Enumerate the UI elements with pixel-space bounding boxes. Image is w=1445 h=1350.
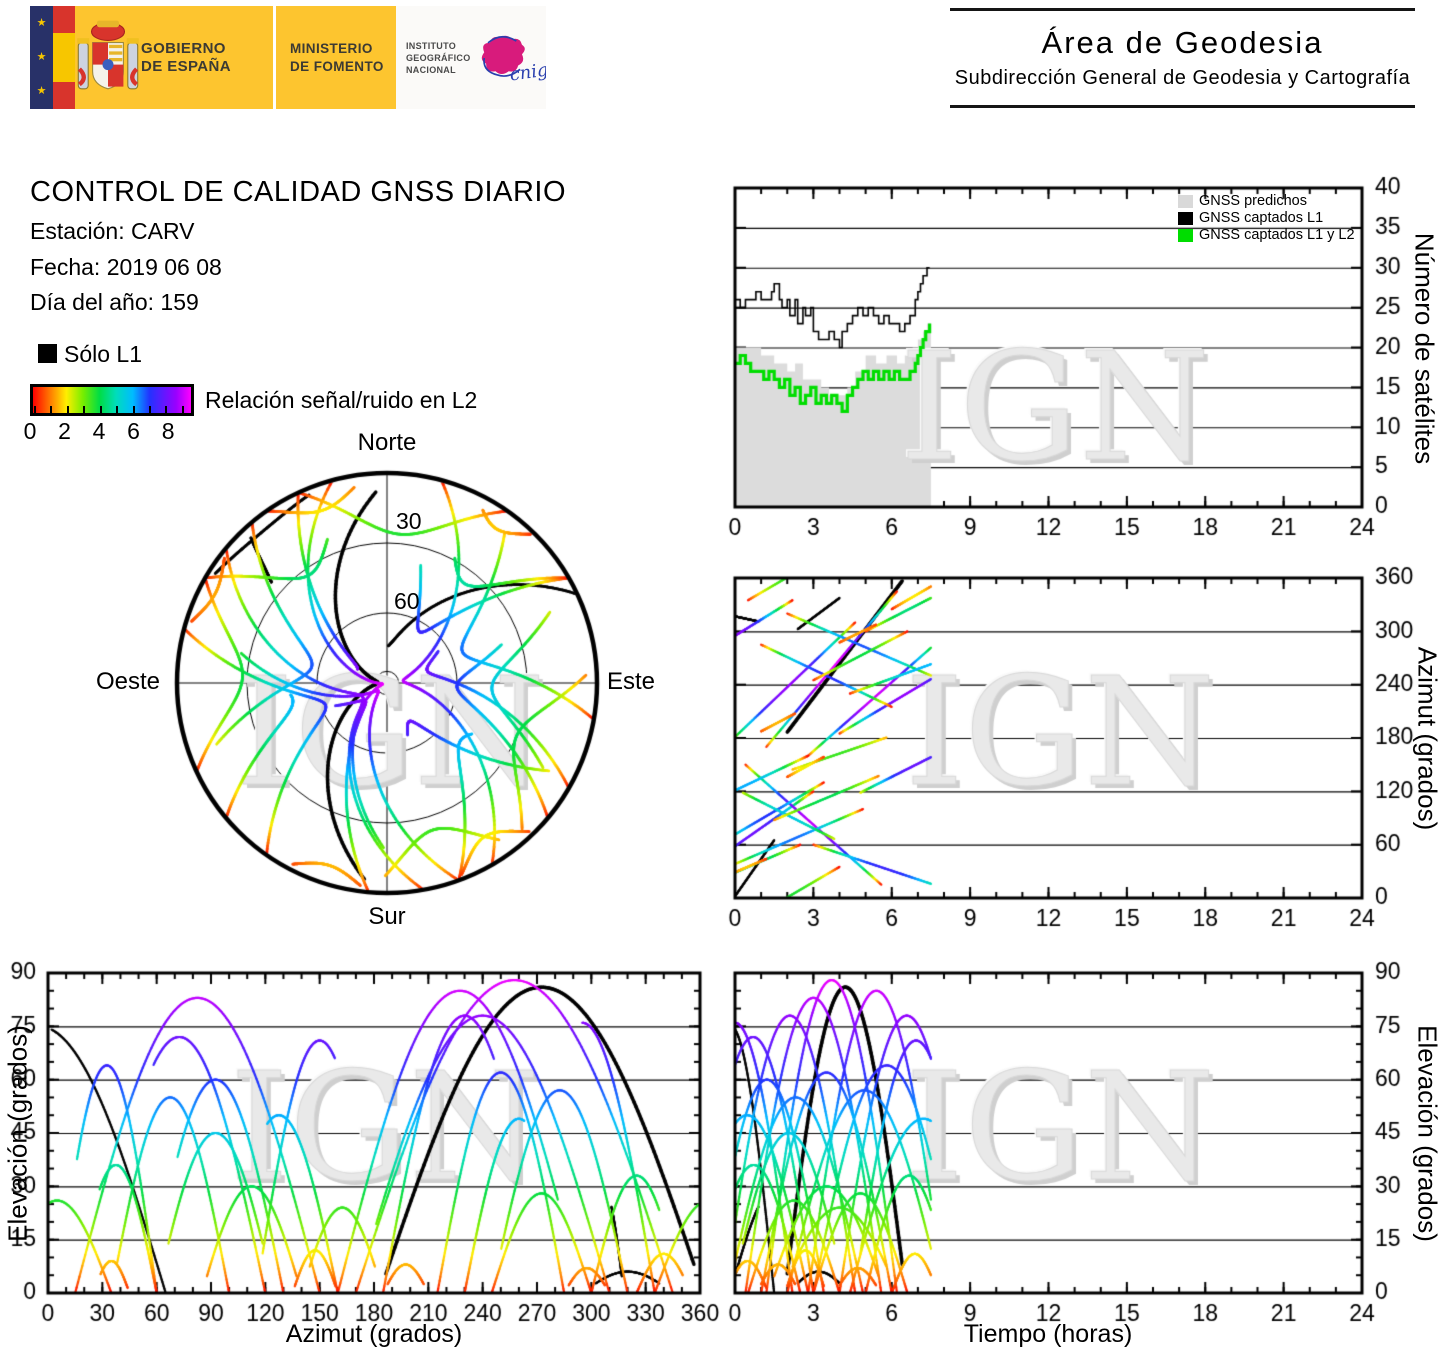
area-title: Área de Geodesia (1041, 25, 1324, 60)
legend-row: GNSS predichos (1178, 193, 1355, 209)
elevation-azimuth-x-axis-title: Azimut (grados) (285, 1320, 463, 1348)
skyplot-north-label: Norte (357, 429, 417, 456)
elevation-azimuth-y-axis-title: Elevación (grados) (2, 1025, 33, 1242)
snr-colorbar-tick (66, 406, 69, 413)
legend-label: GNSS captados L1 y L2 (1199, 227, 1355, 243)
spain-flag-strip (53, 6, 75, 109)
legend-row: GNSS captados L1 (1178, 210, 1355, 226)
star-icon: ★ (36, 85, 47, 98)
elevation-time-x-axis-title: Tiempo (horas) (963, 1320, 1133, 1348)
snr-colorbar-tick-label: 2 (58, 418, 71, 444)
snr-colorbar-tick (165, 406, 168, 413)
skyplot-ring30-label: 30 (396, 508, 422, 534)
spain-coat-of-arms-icon (77, 20, 139, 89)
skyplot-ring60-label: 60 (394, 588, 420, 614)
gobierno-de-espana-block: GOBIERNO DE ESPAÑA (75, 6, 273, 109)
snr-colorbar-tick-label: 6 (127, 418, 140, 444)
instituto-line3: NACIONAL (406, 64, 456, 75)
elevation-time-y-axis-title: Elevación (grados) (1412, 1025, 1443, 1242)
snr-colorbar-tick (50, 406, 53, 413)
legend-swatch (1178, 211, 1193, 225)
legend-label: GNSS captados L1 (1199, 210, 1324, 226)
sat-count-y-axis-title: Número de satélites (1409, 232, 1440, 465)
azimuth-time-chart (735, 578, 1362, 898)
eu-flag-strip: ★ ★ ★ (30, 6, 53, 109)
snr-colorbar-tick (99, 406, 102, 413)
gobierno-line2: DE ESPAÑA (141, 57, 232, 75)
cnig-logo-icon: cnig (481, 35, 546, 85)
government-logo-banner: ★ ★ ★ GOBIERNO (30, 6, 546, 109)
snr-colorbar-tick (116, 406, 119, 413)
instituto-geografico-block: INSTITUTO GEOGRÁFICO NACIONAL cnig (396, 6, 546, 109)
snr-colorbar-tick (34, 406, 36, 413)
page-title: CONTROL DE CALIDAD GNSS DIARIO (30, 176, 567, 208)
ministerio-de-fomento-block: MINISTERIO DE FOMENTO (276, 6, 396, 109)
star-icon: ★ (36, 16, 47, 29)
elevation-azimuth-chart (48, 973, 700, 1293)
skyplot-west-label: Oeste (95, 668, 161, 695)
cnig-text: cnig (508, 59, 546, 85)
instituto-line2: GEOGRÁFICO (406, 52, 471, 63)
satellite-count-legend: GNSS predichos GNSS captados L1 GNSS capta… (1178, 193, 1355, 244)
elevation-time-chart (735, 973, 1362, 1293)
legend-label: GNSS predichos (1199, 193, 1307, 209)
star-icon: ★ (36, 50, 47, 63)
area-subtitle: Subdirección General de Geodesia y Carto… (954, 67, 1411, 89)
snr-colorbar-tick (148, 406, 151, 413)
ministerio-line2: DE FOMENTO (290, 58, 384, 74)
gobierno-line1: GOBIERNO (141, 39, 226, 57)
solo-l1-swatch (38, 344, 57, 363)
station-label: Estación: CARV (30, 218, 195, 244)
skyplot-east-label: Este (606, 668, 656, 695)
instituto-line1: INSTITUTO (406, 40, 457, 51)
skyplot-chart (177, 473, 597, 893)
legend-row: GNSS captados L1 y L2 (1178, 227, 1355, 243)
snr-colorbar-tick-label: 8 (161, 418, 175, 444)
legend-swatch (1178, 228, 1193, 242)
snr-colorbar-tick (132, 406, 135, 413)
solo-l1-label: Sólo L1 (64, 341, 143, 367)
snr-colorbar (30, 384, 194, 416)
legend-swatch (1178, 194, 1193, 208)
snr-colorbar-tick (83, 406, 86, 413)
snr-colorbar-tick-label: 4 (92, 418, 106, 444)
area-geodesia-header: Área de Geodesia Subdirección General de… (950, 8, 1415, 108)
snr-colorbar-tick (181, 406, 184, 413)
day-of-year-label: Día del año: 159 (30, 289, 199, 315)
date-label: Fecha: 2019 06 08 (30, 254, 222, 280)
ministerio-line1: MINISTERIO (290, 40, 373, 56)
snr-colorbar-label: Relación señal/ruido en L2 (205, 387, 478, 413)
azimuth-time-y-axis-title: Azimut (grados) (1412, 646, 1443, 831)
skyplot-south-label: Sur (368, 903, 406, 930)
snr-colorbar-tick-label: 0 (23, 418, 37, 444)
